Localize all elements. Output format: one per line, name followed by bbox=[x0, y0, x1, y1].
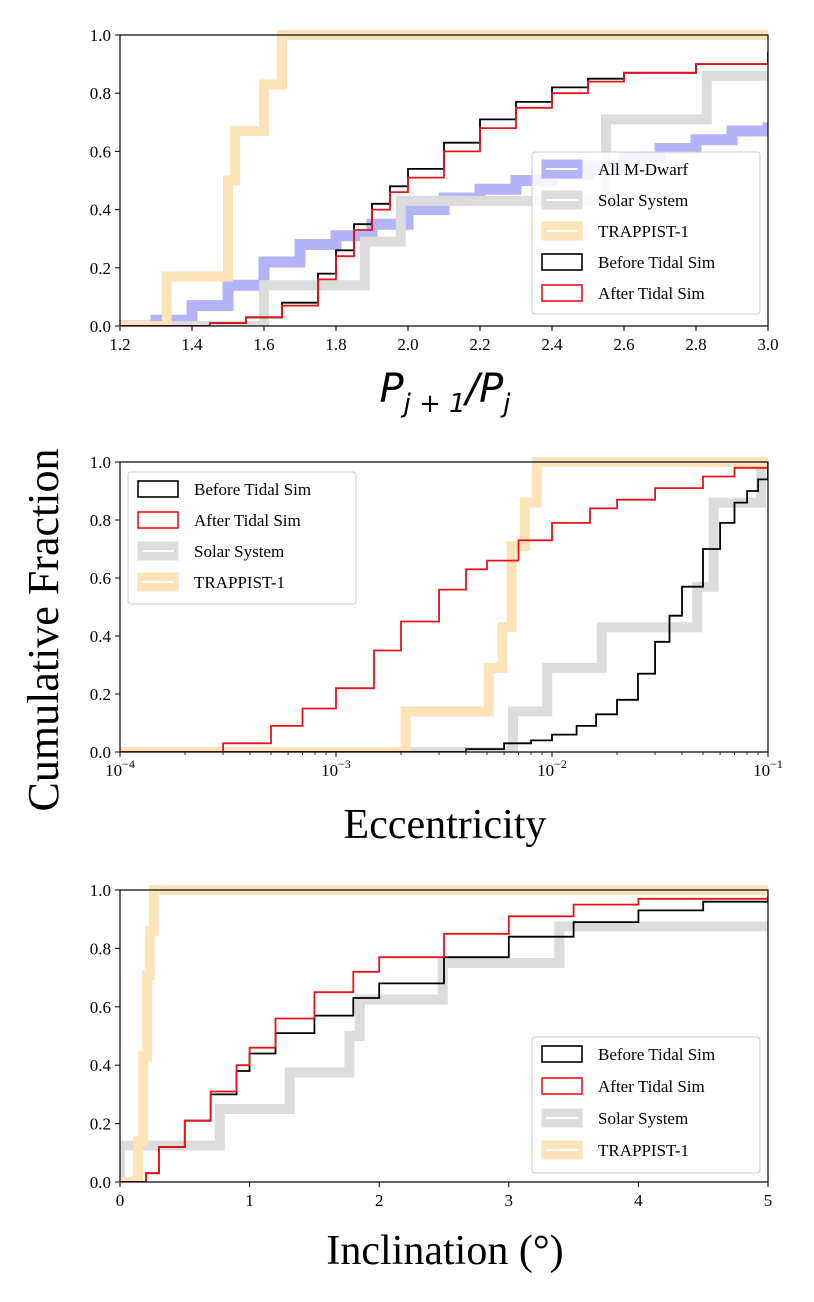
legend-handle-before bbox=[541, 253, 583, 271]
series-solar-inclination bbox=[120, 921, 768, 1182]
y-tick-label: 0.8 bbox=[90, 84, 111, 103]
y-tick-label: 0.8 bbox=[90, 939, 111, 958]
y-tick-label: 0.2 bbox=[90, 1115, 111, 1134]
panel-eccentricity: 10−4 10−3 10−2 10−1 0.0 0.2 0.4 0.6 0.8 1.0 Befor… bbox=[90, 453, 783, 848]
y-tick-label: 0.6 bbox=[90, 998, 111, 1017]
panel-inclination: 0 1 2 3 4 5 0.0 0.2 0.4 0.6 0.8 1.0 Before Tidal Si… bbox=[90, 881, 773, 1274]
legend-label-solar: Solar System bbox=[194, 542, 284, 561]
legend-label-after: After Tidal Sim bbox=[598, 1077, 705, 1096]
series-before-eccentricity bbox=[120, 467, 768, 752]
y-tick-label: 0.8 bbox=[90, 511, 111, 530]
legend-label-before: Before Tidal Sim bbox=[598, 1045, 715, 1064]
y-axis-label: Cumulative Fraction bbox=[19, 449, 68, 812]
panel-period-ratio: 1.2 1.4 1.6 1.8 2.0 2.2 2.4 2.6 2.8 3.0 0.0 0.2 0.4 0… bbox=[90, 26, 779, 419]
y-tick-label: 1.0 bbox=[90, 881, 111, 900]
y-tick-label: 1.0 bbox=[90, 453, 111, 472]
y-tick-label: 0.6 bbox=[90, 142, 111, 161]
x-tick-label: 3 bbox=[505, 1191, 514, 1210]
series-after-eccentricity bbox=[120, 462, 768, 752]
series-trappist-eccentricity bbox=[120, 457, 768, 752]
x-tick-label: 1.4 bbox=[181, 335, 203, 354]
legend-label-trappist: TRAPPIST-1 bbox=[598, 1141, 689, 1160]
series-solar-period-ratio bbox=[120, 70, 768, 326]
x-tick-label: 2.2 bbox=[469, 335, 490, 354]
legend-inclination: Before Tidal Sim After Tidal Sim Solar Sys… bbox=[531, 1036, 761, 1174]
y-tick-label: 0.2 bbox=[90, 259, 111, 278]
x-tick-label: 3.0 bbox=[757, 335, 778, 354]
plot-frame-period-ratio bbox=[119, 34, 769, 327]
legend-label-after: After Tidal Sim bbox=[194, 511, 301, 530]
plot-frame-eccentricity bbox=[119, 461, 769, 753]
y-tick-label: 0.0 bbox=[90, 1173, 111, 1192]
x-tick-label: 10−4 bbox=[105, 757, 135, 780]
x-axis-label-period-ratio: Pj + 1/Pj bbox=[379, 366, 511, 419]
legend-label-trappist: TRAPPIST-1 bbox=[194, 573, 285, 592]
legend-eccentricity: Before Tidal Sim After Tidal Sim Solar Sys… bbox=[127, 471, 357, 605]
y-tick-label: 1.0 bbox=[90, 26, 111, 45]
y-tick-label: 0.2 bbox=[90, 685, 111, 704]
legend-box bbox=[127, 471, 357, 605]
legend-box bbox=[531, 1036, 761, 1174]
y-tick-label: 0.0 bbox=[90, 317, 111, 336]
x-tick-label: 2 bbox=[375, 1191, 384, 1210]
series-after-inclination bbox=[120, 895, 768, 1182]
x-tick-label: 1 bbox=[245, 1191, 254, 1210]
y-tick-label: 0.4 bbox=[90, 201, 112, 220]
series-after-period-ratio bbox=[120, 55, 768, 326]
x-tick-label: 10−2 bbox=[537, 757, 567, 780]
x-axis-label-eccentricity: Eccentricity bbox=[344, 802, 547, 848]
x-tick-label: 10−1 bbox=[753, 757, 783, 780]
legend-box bbox=[531, 151, 761, 315]
x-tick-label: 0 bbox=[116, 1191, 125, 1210]
y-tick-label: 0.4 bbox=[90, 627, 112, 646]
x-tick-label: 2.8 bbox=[685, 335, 706, 354]
x-tick-label: 2.4 bbox=[541, 335, 563, 354]
y-tick-label: 0.6 bbox=[90, 569, 111, 588]
x-tick-label: 5 bbox=[764, 1191, 773, 1210]
legend-period-ratio: All M-Dwarf Solar System TRAPPIST-1 Before … bbox=[531, 151, 761, 315]
legend-label-before: Before Tidal Sim bbox=[194, 480, 311, 499]
legend-handle-before bbox=[137, 480, 179, 498]
x-tick-label: 1.8 bbox=[325, 335, 346, 354]
x-tick-label: 10−3 bbox=[321, 757, 351, 780]
x-tick-label: 2.0 bbox=[397, 335, 418, 354]
legend-handle-after bbox=[541, 284, 583, 302]
x-tick-label: 4 bbox=[634, 1191, 643, 1210]
legend-handle-before bbox=[541, 1045, 583, 1063]
x-tick-label: 1.2 bbox=[109, 335, 130, 354]
x-tick-label: 1.6 bbox=[253, 335, 274, 354]
series-solar-eccentricity bbox=[120, 457, 768, 752]
y-tick-label: 0.4 bbox=[90, 1056, 112, 1075]
plot-frame-inclination bbox=[119, 889, 769, 1183]
legend-label-after: After Tidal Sim bbox=[598, 284, 705, 303]
legend-label-solar: Solar System bbox=[598, 191, 688, 210]
x-axis-label-inclination: Inclination (°) bbox=[326, 1228, 563, 1274]
y-tick-label: 0.0 bbox=[90, 743, 111, 762]
legend-label-before: Before Tidal Sim bbox=[598, 253, 715, 272]
legend-handle-after bbox=[137, 511, 179, 529]
legend-label-mdwarf: All M-Dwarf bbox=[598, 160, 689, 179]
x-tick-label: 2.6 bbox=[613, 335, 634, 354]
series-trappist-period-ratio bbox=[120, 30, 768, 326]
legend-label-solar: Solar System bbox=[598, 1109, 688, 1128]
legend-label-trappist: TRAPPIST-1 bbox=[598, 222, 689, 241]
legend-handle-after bbox=[541, 1077, 583, 1095]
